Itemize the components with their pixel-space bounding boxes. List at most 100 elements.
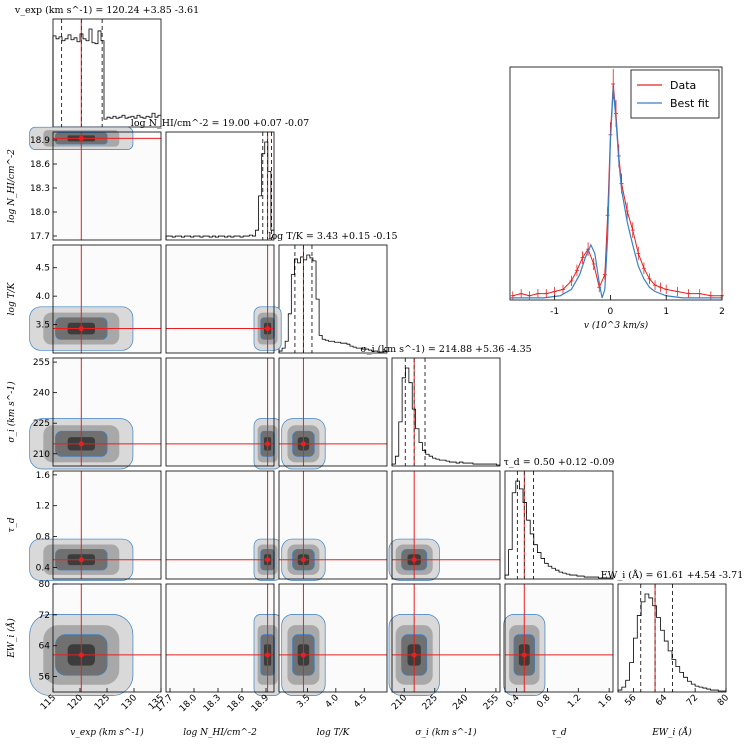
- ylabel-ew: EW_i (Å): [5, 618, 17, 659]
- ytick-sigma-3: 255: [33, 358, 50, 368]
- fit-xtick-0: -1: [550, 307, 559, 317]
- xtick-tau-3: 1.6: [597, 693, 614, 710]
- xtick-logT-2: 4.5: [352, 693, 369, 710]
- xtick-vexp-2: 125: [93, 693, 112, 712]
- panel-frame-ew-logN: [165, 583, 275, 693]
- xtick-sigma-1: 225: [421, 693, 440, 712]
- truth-point-logT-logN: [265, 325, 271, 332]
- xtick-logT-1: 4.0: [324, 693, 341, 710]
- legend-box: [630, 69, 720, 119]
- panel-frame-ew-tau: [504, 583, 614, 693]
- xlabel-vexp: v_exp (km s^-1): [70, 727, 144, 738]
- hist-panel-ew: EW_i (Å) = 61.61 +4.54 -3.71: [601, 569, 744, 693]
- ylabel-sigma: σ_i (km s^-1): [6, 381, 17, 443]
- truth-point-logT-vexp: [78, 325, 84, 332]
- truth-point-sigma-vexp: [78, 441, 84, 447]
- fit-xtick-3: 2: [719, 307, 725, 317]
- xlabel-ew: EW_i (Å): [651, 726, 692, 738]
- corner-panels: v_exp (km s^-1) = 120.24 +3.85 -3.61 log …: [5, 5, 743, 738]
- xtick-logN-1: 18.0: [178, 693, 199, 714]
- ylabel-tau: τ_d: [7, 517, 17, 532]
- truth-point-tau-logT: [300, 557, 307, 563]
- ylabel-logT: log T/K: [7, 281, 17, 315]
- xtick-ew-1: 64: [654, 693, 669, 708]
- truth-point-ew-tau: [521, 652, 527, 658]
- panel-frame-sigma-vexp: [52, 357, 162, 467]
- panel-frame-ew-logT: [278, 583, 388, 693]
- hist-step-logN: [165, 141, 274, 240]
- panel-ew-vs-sigma: [388, 583, 501, 696]
- ytick-ew-2: 72: [39, 611, 50, 621]
- panel-sigma-vs-vexp: [29, 357, 162, 470]
- panel-sigma-vs-logN: [165, 357, 282, 470]
- panel-logT-vs-vexp: [29, 244, 162, 354]
- xtick-logN-2: 18.3: [202, 693, 223, 714]
- ytick-ew-3: 80: [39, 580, 51, 590]
- hist-step-ew: [617, 593, 726, 692]
- xlabel-tau: τ_d: [551, 728, 566, 738]
- panel-ew-vs-logN: [165, 583, 282, 696]
- hist-frame-logN: [165, 131, 275, 241]
- hist-step-tau: [504, 480, 613, 579]
- hist-title-logT: log T/K = 3.43 +0.15 -0.15: [268, 231, 397, 242]
- ytick-sigma-1: 225: [33, 419, 50, 429]
- panel-frame-sigma-logN: [165, 357, 275, 467]
- xtick-logN-3: 18.6: [226, 693, 247, 714]
- ytick-logT-0: 3.5: [36, 321, 50, 331]
- fit-xtick-2: 1: [663, 307, 669, 317]
- panel-frame-logN-vexp: [52, 131, 162, 241]
- fit-xtick-1: 0: [608, 307, 614, 317]
- ytick-logN-0: 17.7: [30, 232, 50, 242]
- panel-ew-vs-tau: [503, 583, 614, 696]
- truth-point-ew-logT: [300, 652, 307, 658]
- panel-frame-tau-vexp: [52, 470, 162, 580]
- xtick-vexp-0: 115: [39, 693, 58, 712]
- hist-frame-sigma: [391, 357, 501, 467]
- truth-point-tau-vexp: [78, 557, 84, 563]
- hist-frame-ew: [617, 583, 727, 693]
- panel-logN-vs-vexp: [29, 126, 162, 241]
- series-line-1: [510, 88, 722, 299]
- spectrum-fit-plot: -1 0 1 2 v (10^3 km/s) Data Best fit: [509, 66, 725, 331]
- panel-frame-tau-logT: [278, 470, 388, 580]
- panel-frame-tau-logN: [165, 470, 275, 580]
- fit-legend: Data Best fit: [630, 69, 720, 119]
- xtick-sigma-2: 240: [451, 693, 470, 712]
- ytick-ew-1: 64: [39, 642, 51, 652]
- truth-point-ew-sigma: [411, 652, 417, 658]
- xtick-sigma-3: 255: [482, 693, 501, 712]
- ylabel-logN: log N_HI/cm^-2: [7, 149, 17, 223]
- hist-panel-tau: τ_d = 0.50 +0.12 -0.09: [504, 457, 615, 580]
- truth-point-logN-vexp: [78, 135, 84, 141]
- hist-panel-vexp: v_exp (km s^-1) = 120.24 +3.85 -3.61: [14, 5, 199, 128]
- panel-frame-ew-sigma: [391, 583, 501, 693]
- hist-step-sigma: [391, 367, 500, 466]
- panel-tau-vs-vexp: [29, 470, 162, 581]
- hist-title-tau: τ_d = 0.50 +0.12 -0.09: [504, 457, 615, 468]
- xlabel-logN: log N_HI/cm^-2: [183, 728, 257, 738]
- panel-logT-vs-logN: [165, 244, 282, 354]
- xtick-tau-2: 1.2: [566, 693, 583, 710]
- panel-tau-vs-logN: [165, 470, 282, 581]
- xtick-tau-1: 0.8: [535, 693, 552, 710]
- panel-frame-logT-logN: [165, 244, 275, 354]
- truth-point-tau-logN: [265, 557, 271, 563]
- xtick-ew-0: 56: [623, 693, 638, 708]
- xlabel-logT: log T/K: [317, 728, 351, 738]
- hist-title-ew: EW_i (Å) = 61.61 +4.54 -3.71: [601, 569, 744, 581]
- legend-label-1: Best fit: [670, 97, 710, 110]
- hist-step-logT: [278, 254, 387, 353]
- hist-step-vexp: [52, 28, 161, 127]
- hist-frame-logT: [278, 244, 388, 354]
- truth-point-tau-sigma: [411, 557, 417, 563]
- ytick-logN-4: 18.9: [30, 136, 50, 146]
- ytick-tau-2: 1.2: [36, 502, 50, 512]
- ytick-logT-2: 4.5: [36, 264, 50, 274]
- panel-ew-vs-logT: [278, 583, 388, 696]
- hist-title-logN: log N_HI/cm^-2 = 19.00 +0.07 -0.07: [131, 118, 309, 129]
- panel-sigma-vs-logT: [278, 357, 388, 470]
- xlabel-sigma: σ_i (km s^-1): [415, 727, 477, 738]
- panel-frame-tau-sigma: [391, 470, 501, 580]
- ytick-ew-0: 56: [39, 673, 51, 683]
